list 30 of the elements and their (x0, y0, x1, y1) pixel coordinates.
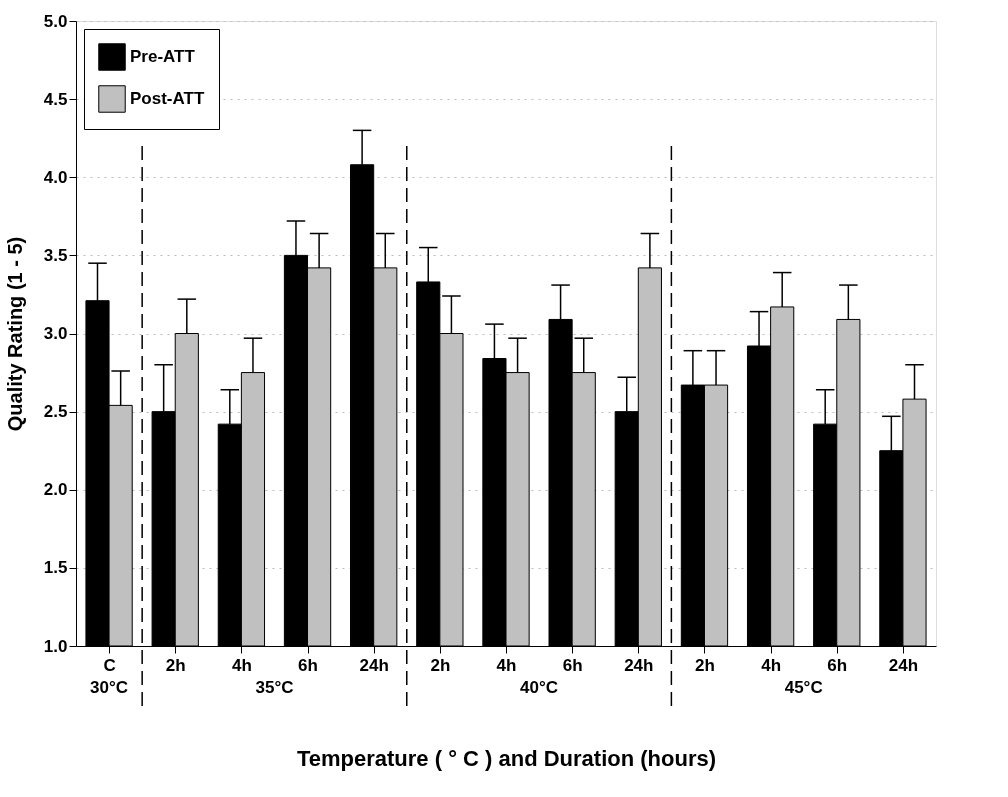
text: 40°C (520, 678, 559, 697)
x-tick-label: 24h (888, 655, 919, 675)
x-tick-label: 2h (695, 655, 715, 675)
legend-label: Pre-ATT (130, 47, 196, 66)
x-axis-title: Temperature ( ° C ) and Duration (hours) (296, 745, 717, 771)
y-tick-label: 5.0 (43, 11, 68, 31)
x-tick-label: 6h (562, 655, 583, 675)
text: 30°C (90, 678, 129, 697)
y-tick-label: 3.0 (43, 324, 68, 343)
x-tick-label: 2h (165, 655, 186, 675)
x-tick-label: 24h (359, 655, 389, 675)
x-tick-label: 4h (761, 655, 782, 675)
x-tick-label: 6h (827, 655, 848, 675)
x-tick-label: 24h (624, 655, 654, 675)
x-tick-label: 4h (231, 655, 252, 675)
y-axis-title: Quality Rating (1 - 5) (3, 236, 26, 432)
legend-label: Post-ATT (130, 89, 205, 108)
y-tick-label: 4.5 (43, 89, 68, 109)
y-tick-label: 4.0 (43, 167, 68, 187)
x-tick-label: 2h (430, 655, 451, 675)
text: 35°C (255, 678, 294, 697)
y-tick-label: 2.5 (43, 402, 68, 422)
x-tick-label: 4h (496, 655, 517, 675)
x-tick-label: C (103, 655, 116, 675)
text: 45°C (784, 678, 823, 697)
y-tick-label: 3.5 (43, 245, 68, 265)
y-tick-label: 1.5 (43, 558, 68, 578)
x-tick-label: 6h (298, 655, 318, 675)
y-tick-label: 2.0 (43, 480, 68, 500)
y-tick-label: 1.0 (43, 636, 68, 656)
